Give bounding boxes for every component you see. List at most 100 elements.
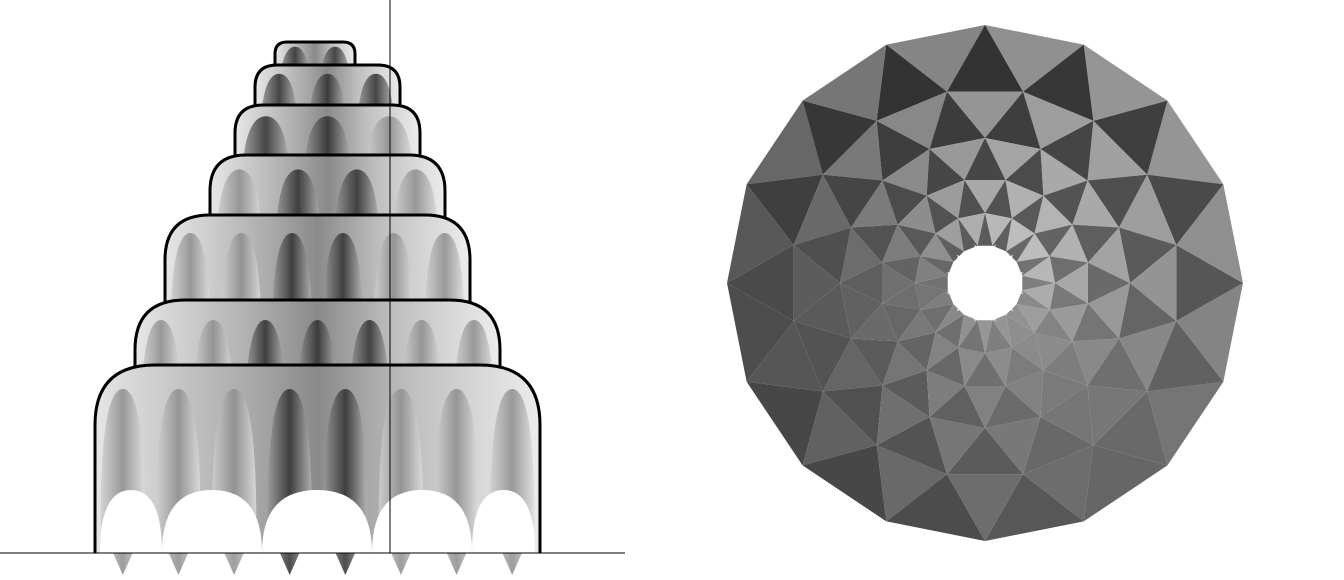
facet	[1040, 370, 1088, 417]
facet	[920, 304, 954, 333]
facet	[746, 321, 823, 392]
facet	[935, 218, 964, 252]
facet	[1049, 303, 1088, 342]
facet	[946, 474, 1024, 541]
facet	[1083, 445, 1168, 522]
base-opening	[162, 490, 262, 553]
facet	[802, 100, 877, 175]
facet	[802, 391, 877, 466]
facet	[1087, 385, 1148, 446]
facet	[822, 385, 883, 446]
facet	[1006, 314, 1035, 348]
facet	[1049, 256, 1088, 283]
facet	[802, 445, 887, 522]
facet	[1016, 290, 1050, 310]
facet	[985, 180, 1012, 219]
facet	[1016, 256, 1050, 276]
facet	[1055, 262, 1088, 304]
facet	[977, 320, 993, 353]
facet	[958, 320, 985, 353]
facet	[1005, 180, 1044, 219]
facet	[882, 303, 921, 342]
facet	[1147, 321, 1224, 392]
facet	[793, 321, 852, 392]
facet	[1016, 304, 1050, 333]
facet	[992, 218, 1012, 252]
facet	[840, 283, 883, 339]
facet	[1093, 391, 1168, 466]
facet	[1176, 283, 1243, 382]
facet	[985, 91, 1041, 150]
facet	[1040, 149, 1088, 196]
facet	[1118, 227, 1177, 283]
facet	[882, 180, 927, 225]
facet	[964, 385, 1006, 428]
facet	[915, 275, 948, 291]
facet	[926, 180, 965, 219]
facet	[992, 314, 1012, 348]
facet	[1034, 195, 1073, 234]
facet	[1005, 149, 1044, 196]
facet	[876, 416, 947, 475]
facet	[1083, 44, 1168, 121]
facet	[946, 91, 1024, 138]
facet	[1118, 283, 1177, 339]
facet	[1049, 283, 1088, 310]
facet	[920, 233, 954, 262]
facet	[985, 416, 1041, 475]
facet	[793, 227, 852, 283]
facet	[822, 338, 883, 392]
facet	[882, 341, 927, 386]
facet	[1147, 174, 1224, 245]
facet	[1043, 180, 1088, 225]
facet	[1023, 416, 1094, 475]
facet	[746, 100, 823, 185]
facet	[1118, 174, 1177, 245]
facet	[793, 174, 852, 245]
facet	[1087, 262, 1130, 304]
facet	[793, 283, 852, 339]
facet	[929, 138, 985, 181]
facet	[876, 385, 930, 446]
facet	[977, 213, 993, 246]
facet	[964, 138, 1006, 181]
facet	[1034, 332, 1073, 371]
facet	[746, 381, 823, 466]
facet	[1022, 283, 1055, 310]
facet	[926, 149, 965, 196]
facet	[926, 347, 965, 386]
base-opening	[262, 490, 372, 553]
facet	[897, 224, 936, 257]
facet	[1087, 120, 1148, 181]
base-opening	[372, 490, 472, 553]
facet	[1049, 224, 1088, 263]
facet	[929, 91, 985, 150]
facet	[1040, 385, 1094, 446]
facet	[851, 303, 898, 342]
facet	[876, 44, 947, 121]
facet	[926, 332, 959, 371]
facet	[882, 256, 921, 283]
dome-top-view	[727, 25, 1243, 541]
facet	[964, 353, 1006, 386]
facet	[985, 138, 1041, 181]
facet	[946, 25, 1024, 92]
facet	[926, 370, 965, 417]
facet	[876, 120, 930, 181]
facet	[897, 332, 936, 371]
base-opening	[100, 490, 162, 553]
facet	[822, 174, 883, 228]
facet	[897, 195, 936, 234]
facet	[897, 309, 936, 342]
center-opening	[946, 244, 1024, 322]
facet	[882, 149, 930, 196]
facet	[915, 256, 948, 283]
facet	[958, 180, 985, 219]
facet	[886, 25, 985, 92]
facet	[882, 283, 921, 310]
facet	[985, 474, 1084, 541]
facet	[727, 244, 794, 322]
facet	[958, 213, 985, 246]
